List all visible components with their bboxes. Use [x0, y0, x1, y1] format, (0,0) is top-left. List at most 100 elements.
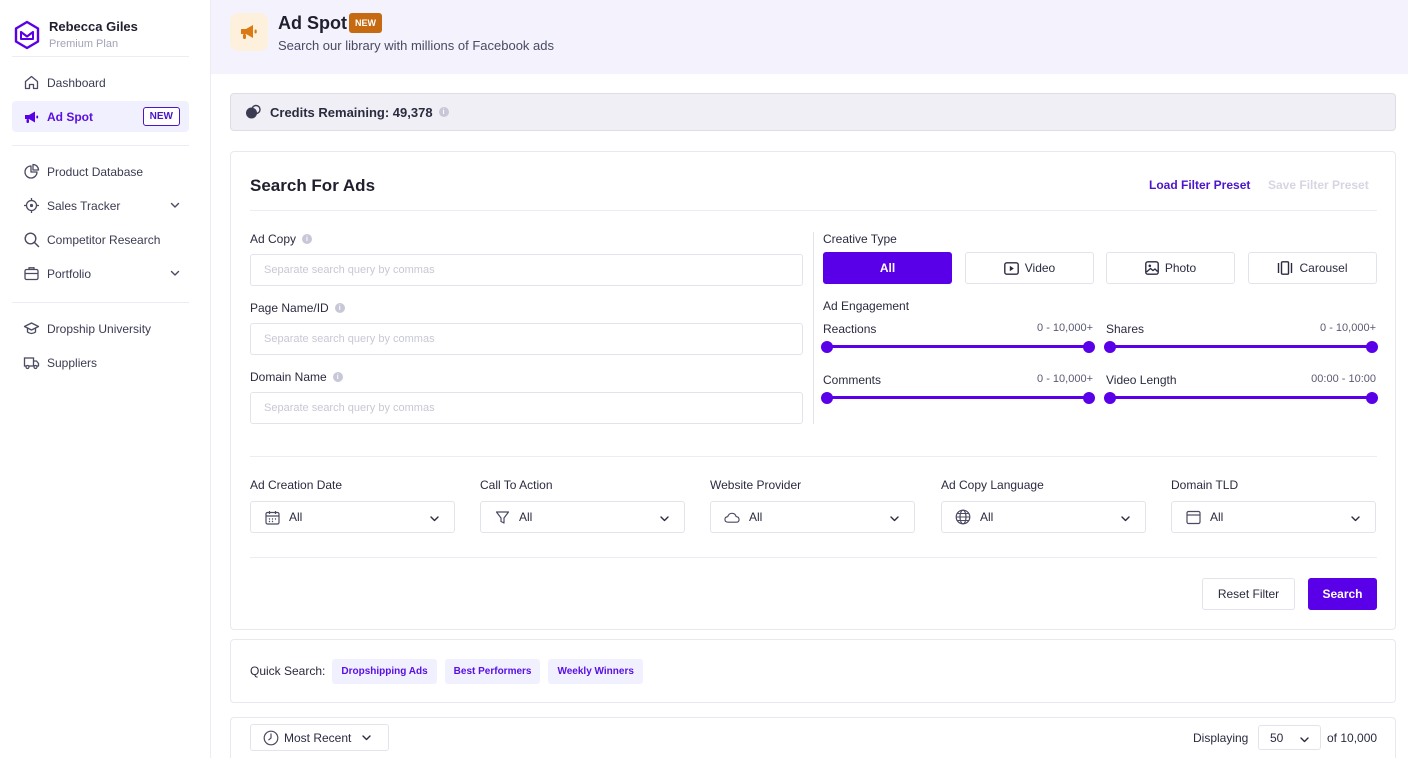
chevron-down-icon[interactable]: [169, 267, 181, 279]
quick-search-chip-weekly-winners[interactable]: Weekly Winners: [548, 658, 643, 684]
sidebar-item-label: Sales Tracker: [47, 198, 121, 213]
sidebar-item-label: Ad Spot: [47, 109, 93, 124]
field-label-text: Domain Name: [250, 370, 327, 384]
home-icon: [22, 74, 40, 92]
ad-copy-language-label: Ad Copy Language: [941, 478, 1044, 492]
button-label: Photo: [1164, 261, 1197, 275]
ad-copy-language-dropdown[interactable]: All: [941, 501, 1146, 533]
comments-slider-track[interactable]: [827, 396, 1089, 399]
sidebar: Rebecca Giles Premium Plan Dashboard Ad …: [0, 0, 211, 758]
save-filter-preset-link[interactable]: Save Filter Preset: [1268, 178, 1369, 192]
field-label-text: Ad Copy: [250, 232, 297, 246]
new-badge: NEW: [349, 13, 382, 33]
sidebar-item-label: Product Database: [47, 164, 144, 179]
per-page-dropdown[interactable]: 50: [1258, 725, 1321, 750]
chevron-down-icon[interactable]: [169, 199, 181, 211]
sidebar-item-sales-tracker[interactable]: Sales Tracker: [12, 190, 189, 221]
call-to-action-dropdown[interactable]: All: [480, 501, 685, 533]
dropdown-value: All: [1210, 510, 1224, 524]
domain-name-input[interactable]: Separate search query by commas: [250, 392, 803, 424]
search-panel: Search For Ads Load Filter Preset Save F…: [230, 151, 1396, 630]
load-filter-preset-link[interactable]: Load Filter Preset: [1149, 178, 1251, 192]
button-label: Carousel: [1299, 261, 1348, 275]
sidebar-item-competitor-research[interactable]: Competitor Research: [12, 224, 189, 255]
creative-type-label: Creative Type: [823, 232, 897, 246]
quick-search-chip-dropshipping-ads[interactable]: Dropshipping Ads: [332, 658, 437, 684]
sidebar-item-product-database[interactable]: Product Database: [12, 156, 189, 187]
sidebar-divider: [12, 302, 189, 303]
video-length-range: 00:00 - 10:00: [1311, 373, 1376, 385]
shares-slider-track[interactable]: [1110, 345, 1372, 348]
chevron-down-icon: [890, 516, 899, 522]
reactions-label: Reactions: [823, 322, 877, 336]
shares-label: Shares: [1106, 322, 1145, 336]
video-length-slider-min-handle[interactable]: [1104, 392, 1116, 404]
ad-creation-date-dropdown[interactable]: All: [250, 501, 455, 533]
megaphone-icon: [22, 108, 40, 126]
column-divider: [813, 232, 814, 424]
info-icon[interactable]: i: [438, 107, 449, 117]
calendar-icon: [264, 509, 280, 525]
page-name-input[interactable]: Separate search query by commas: [250, 323, 803, 355]
website-provider-dropdown[interactable]: All: [710, 501, 915, 533]
search-button[interactable]: Search: [1308, 578, 1377, 610]
sidebar-divider: [12, 56, 189, 57]
creative-type-video-button[interactable]: Video: [965, 252, 1094, 284]
info-icon[interactable]: i: [334, 303, 345, 313]
dropdown-value: All: [289, 510, 303, 524]
sidebar-divider: [12, 145, 189, 146]
creative-type-all-button[interactable]: All: [823, 252, 952, 284]
info-icon[interactable]: i: [332, 372, 343, 382]
profile[interactable]: Rebecca Giles Premium Plan: [0, 0, 210, 56]
logo-icon: [14, 20, 40, 49]
comments-slider-max-handle[interactable]: [1083, 392, 1095, 404]
reactions-slider-track[interactable]: [827, 345, 1089, 348]
call-to-action-label: Call To Action: [480, 478, 553, 492]
shares-range: 0 - 10,000+: [1320, 322, 1376, 334]
reactions-slider-max-handle[interactable]: [1083, 341, 1095, 353]
page-header: Ad Spot NEW Search our library with mill…: [211, 0, 1408, 74]
sort-dropdown[interactable]: Most Recent: [250, 724, 389, 751]
website-provider-label: Website Provider: [710, 478, 802, 492]
chevron-down-icon: [1300, 737, 1309, 743]
image-icon: [1144, 261, 1159, 275]
per-page-value: 50: [1270, 730, 1284, 745]
button-label: Video: [1024, 261, 1056, 275]
info-icon[interactable]: i: [302, 234, 313, 244]
comments-slider-min-handle[interactable]: [821, 392, 833, 404]
reactions-slider-min-handle[interactable]: [821, 341, 833, 353]
briefcase-icon: [22, 265, 40, 283]
divider: [250, 210, 1377, 211]
sidebar-item-label: Dashboard: [47, 75, 106, 90]
displaying-label: Displaying: [1193, 731, 1249, 745]
ad-copy-input[interactable]: Separate search query by commas: [250, 254, 803, 286]
domain-tld-dropdown[interactable]: All: [1171, 501, 1376, 533]
results-toolbar: Most Recent Displaying 50 of 10,000: [230, 717, 1396, 758]
sidebar-item-suppliers[interactable]: Suppliers: [12, 347, 189, 378]
chevron-down-icon: [430, 516, 439, 522]
shares-slider-max-handle[interactable]: [1366, 341, 1378, 353]
dropdown-value: All: [519, 510, 533, 524]
play-icon: [1003, 261, 1019, 275]
quick-search-bar: Quick Search: Dropshipping Ads Best Perf…: [230, 639, 1396, 703]
divider: [250, 557, 1377, 558]
sidebar-item-label: Dropship University: [47, 321, 152, 336]
video-length-label: Video Length: [1106, 373, 1177, 387]
creative-type-photo-button[interactable]: Photo: [1106, 252, 1235, 284]
reset-filter-button[interactable]: Reset Filter: [1202, 578, 1295, 610]
sort-value: Most Recent: [284, 730, 352, 745]
sidebar-item-label: Competitor Research: [47, 232, 161, 247]
shares-slider-min-handle[interactable]: [1104, 341, 1116, 353]
sidebar-item-dropship-university[interactable]: Dropship University: [12, 313, 189, 344]
sidebar-item-ad-spot[interactable]: Ad Spot NEW: [12, 101, 189, 132]
quick-search-chip-best-performers[interactable]: Best Performers: [444, 658, 541, 684]
creative-type-carousel-button[interactable]: Carousel: [1248, 252, 1377, 284]
sidebar-item-portfolio[interactable]: Portfolio: [12, 258, 189, 289]
sidebar-item-dashboard[interactable]: Dashboard: [12, 67, 189, 98]
video-length-slider-max-handle[interactable]: [1366, 392, 1378, 404]
ad-creation-date-label: Ad Creation Date: [250, 478, 343, 492]
globe-icon: [955, 509, 971, 525]
profile-plan: Premium Plan: [49, 38, 119, 50]
new-badge: NEW: [142, 107, 180, 126]
video-length-slider-track[interactable]: [1110, 396, 1372, 399]
